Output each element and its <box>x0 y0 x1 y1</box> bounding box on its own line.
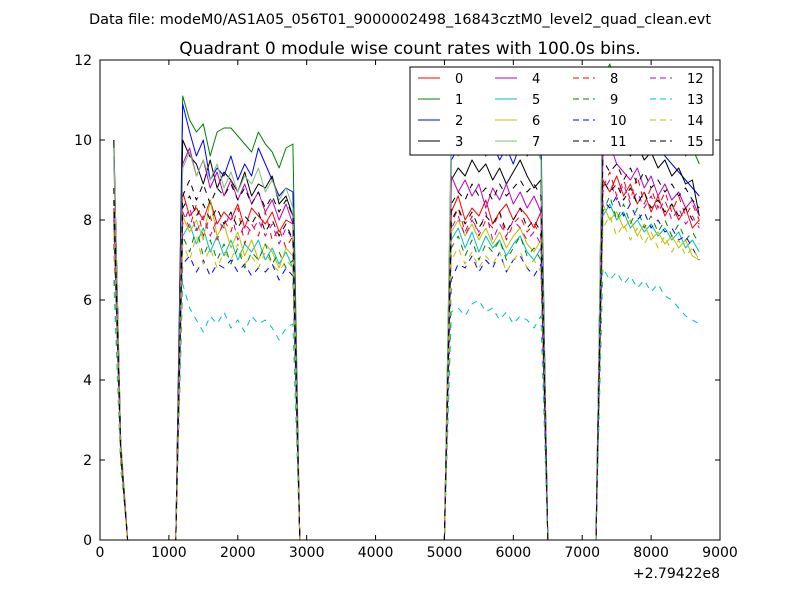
x-tick-label: 6000 <box>496 545 532 561</box>
x-axis-offset-label: +2.79422e8 <box>633 566 720 582</box>
y-tick-label: 6 <box>83 293 92 309</box>
legend-label-6: 6 <box>532 114 540 129</box>
legend-label-0: 0 <box>455 72 463 87</box>
legend-label-15: 15 <box>687 135 704 150</box>
legend-label-12: 12 <box>687 72 704 87</box>
legend-label-1: 1 <box>455 93 463 108</box>
y-tick-label: 8 <box>83 213 92 229</box>
legend-box <box>409 66 714 156</box>
legend-label-8: 8 <box>610 72 618 87</box>
legend-label-13: 13 <box>687 93 704 108</box>
legend-label-3: 3 <box>455 135 463 150</box>
series-line-12 <box>113 179 700 540</box>
series-line-7 <box>113 79 700 540</box>
legend-label-11: 11 <box>610 135 627 150</box>
figure-suptitle: Data file: modeM0/AS1A05_056T01_90000024… <box>89 12 711 28</box>
series-line-9 <box>113 195 700 540</box>
y-tick-label: 2 <box>83 453 92 469</box>
y-tick-label: 0 <box>83 533 92 549</box>
legend-label-5: 5 <box>532 93 540 108</box>
series-line-14 <box>113 215 700 540</box>
chart-title: Quadrant 0 module wise count rates with … <box>179 39 640 59</box>
x-tick-label: 9000 <box>702 545 738 561</box>
legend-label-7: 7 <box>532 135 540 150</box>
x-tick-label: 7000 <box>564 545 600 561</box>
legend-label-10: 10 <box>610 114 627 129</box>
x-tick-label: 8000 <box>633 545 669 561</box>
y-tick-label: 12 <box>74 53 92 69</box>
y-tick-label: 10 <box>74 133 92 149</box>
x-tick-label: 5000 <box>427 545 463 561</box>
legend-label-4: 4 <box>532 72 540 87</box>
x-tick-label: 0 <box>96 545 105 561</box>
x-tick-label: 4000 <box>358 545 394 561</box>
x-tick-label: 3000 <box>289 545 325 561</box>
y-tick-label: 4 <box>83 373 92 389</box>
x-tick-label: 1000 <box>151 545 187 561</box>
series-line-8 <box>113 171 700 540</box>
ticks-layer: 0 1000 2000 3000 4000 5000 6000 7000 8000 9000 0 2 4… <box>74 53 738 561</box>
legend-label-14: 14 <box>687 114 704 129</box>
x-tick-label: 2000 <box>220 545 256 561</box>
legend-label-2: 2 <box>455 114 463 129</box>
series-line-13 <box>113 267 700 540</box>
plot-frame <box>99 59 721 541</box>
legend-label-9: 9 <box>610 93 618 108</box>
series-layer <box>113 63 700 540</box>
